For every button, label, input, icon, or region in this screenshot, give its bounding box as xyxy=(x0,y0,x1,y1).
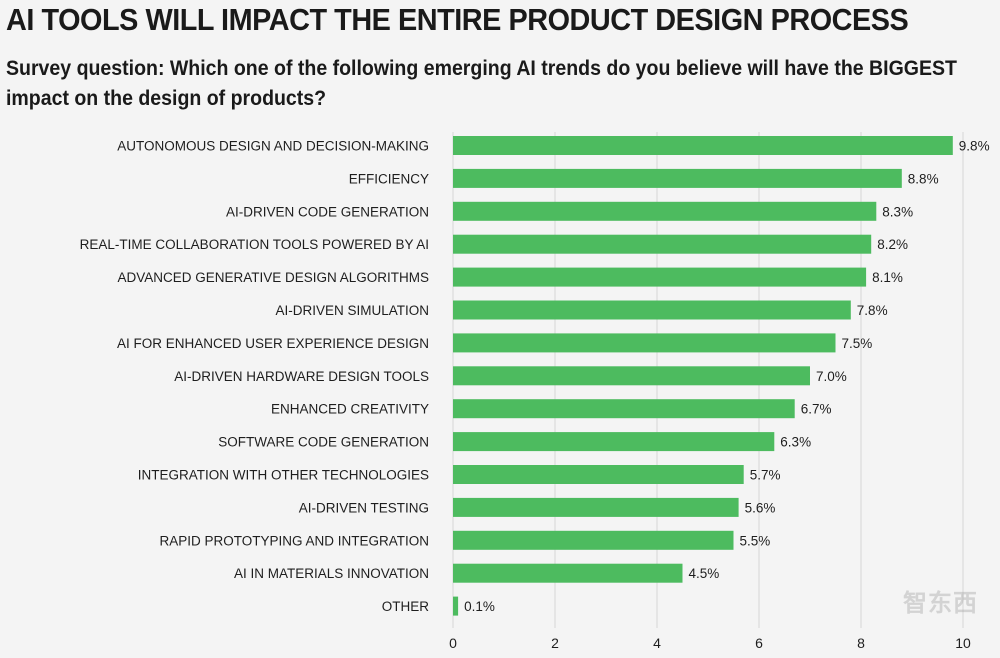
category-label: ADVANCED GENERATIVE DESIGN ALGORITHMS xyxy=(117,270,429,285)
category-label: INTEGRATION WITH OTHER TECHNOLOGIES xyxy=(138,468,429,483)
category-label: RAPID PROTOTYPING AND INTEGRATION xyxy=(159,533,429,548)
category-label: ENHANCED CREATIVITY xyxy=(271,402,429,417)
value-label: 5.6% xyxy=(745,500,776,515)
x-tick-label: 8 xyxy=(857,635,865,651)
chart-title: AI TOOLS WILL IMPACT THE ENTIRE PRODUCT … xyxy=(6,2,909,37)
category-label: OTHER xyxy=(382,599,430,614)
value-label: 8.8% xyxy=(908,171,939,186)
bar xyxy=(453,136,953,155)
watermark-logo: 智东西 xyxy=(903,589,978,617)
bar xyxy=(453,168,902,188)
category-label: AI-DRIVEN CODE GENERATION xyxy=(226,204,429,219)
value-label: 5.7% xyxy=(750,468,781,483)
category-label: SOFTWARE CODE GENERATION xyxy=(218,435,429,450)
bar xyxy=(453,366,810,386)
value-label: 4.5% xyxy=(689,566,720,581)
value-label: 8.2% xyxy=(877,237,908,252)
value-label: 9.8% xyxy=(959,139,990,154)
category-label: AUTONOMOUS DESIGN AND DECISION-MAKING xyxy=(117,139,429,154)
x-tick-label: 4 xyxy=(653,635,661,651)
category-label: EFFICIENCY xyxy=(349,171,429,186)
category-label: AI-DRIVEN TESTING xyxy=(299,500,429,515)
value-label: 5.5% xyxy=(740,533,771,548)
bar xyxy=(453,530,734,550)
bar xyxy=(453,497,739,517)
bar xyxy=(453,234,872,254)
category-label: AI-DRIVEN HARDWARE DESIGN TOOLS xyxy=(174,369,429,384)
value-label: 7.0% xyxy=(816,369,847,384)
bar xyxy=(453,300,851,320)
category-label: AI IN MATERIALS INNOVATION xyxy=(234,566,429,581)
bar xyxy=(453,333,836,353)
bar xyxy=(453,465,744,484)
value-label: 6.7% xyxy=(801,402,832,417)
x-tick-label: 6 xyxy=(755,635,763,651)
bar xyxy=(453,267,867,287)
value-label: 8.1% xyxy=(872,270,903,285)
x-tick-label: 2 xyxy=(551,635,559,651)
category-label: AI FOR ENHANCED USER EXPERIENCE DESIGN xyxy=(117,336,429,351)
category-label: REAL-TIME COLLABORATION TOOLS POWERED BY… xyxy=(80,237,429,252)
bar xyxy=(453,596,459,616)
x-tick-label: 0 xyxy=(449,635,457,651)
x-tick-label: 10 xyxy=(955,635,971,651)
value-label: 6.3% xyxy=(780,435,811,450)
category-label: AI-DRIVEN SIMULATION xyxy=(275,303,429,318)
bar xyxy=(453,432,775,452)
bar xyxy=(453,201,877,221)
bar xyxy=(453,399,795,419)
value-label: 7.8% xyxy=(857,303,888,318)
value-label: 0.1% xyxy=(464,599,495,614)
chart-subtitle: Survey question: Which one of the follow… xyxy=(6,57,957,110)
bar xyxy=(453,563,683,583)
value-label: 7.5% xyxy=(842,336,873,351)
value-label: 8.3% xyxy=(882,204,913,219)
